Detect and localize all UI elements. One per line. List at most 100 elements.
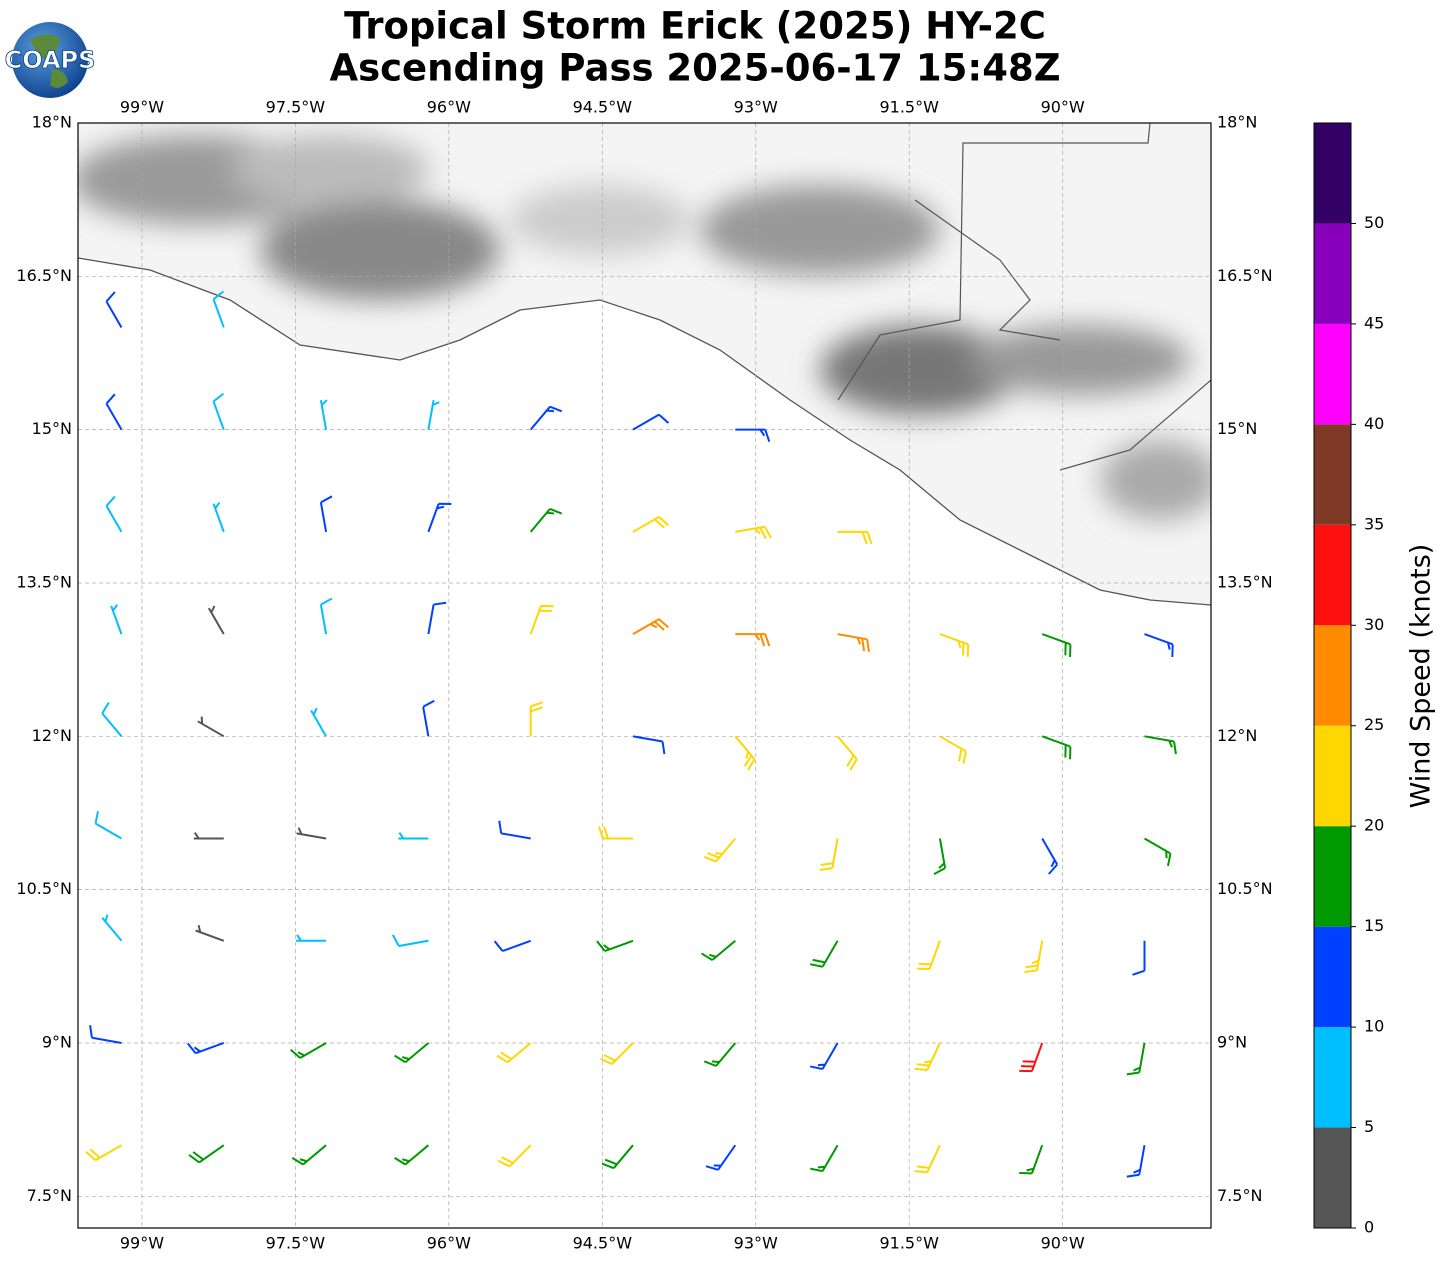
colorbar-segment xyxy=(1314,826,1351,927)
wind-barb xyxy=(105,393,123,431)
y-tick-label: 7.5°N xyxy=(27,1186,72,1205)
colorbar-segment xyxy=(1314,424,1351,525)
logo-land xyxy=(30,34,68,88)
wind-barb xyxy=(735,428,771,442)
colorbar-segment xyxy=(1314,524,1351,626)
wind-barb xyxy=(819,838,839,871)
wind-barb xyxy=(105,495,123,533)
wind-barb xyxy=(427,502,452,533)
wind-barb xyxy=(1041,633,1072,658)
colorbar-tick-label: 35 xyxy=(1364,514,1384,533)
wind-barb xyxy=(422,699,435,737)
x-tick-label: 97.5°W xyxy=(266,98,326,117)
wind-barb xyxy=(94,810,122,840)
wind-barb xyxy=(810,1042,839,1070)
wind-barb xyxy=(632,618,670,635)
wind-barb xyxy=(498,820,531,840)
wind-barb xyxy=(105,291,123,328)
wind-barb xyxy=(734,735,756,771)
wind-barb xyxy=(810,940,839,968)
wind-barb xyxy=(310,707,327,737)
colorbar-segment xyxy=(1314,625,1351,726)
wind-barb xyxy=(529,507,563,533)
colorbar-segment xyxy=(1314,926,1351,1028)
x-tick-label: 91.5°W xyxy=(879,1234,939,1253)
basemap xyxy=(78,123,1211,1228)
x-tick-label: 94.5°W xyxy=(573,98,633,117)
wind-barb xyxy=(110,604,123,635)
wind-barb xyxy=(529,701,544,737)
colorbar-tick-label: 5 xyxy=(1364,1117,1374,1136)
wind-barb xyxy=(1126,1145,1146,1178)
wind-barb xyxy=(296,934,327,942)
wind-barb xyxy=(939,735,967,764)
ticks: 99°W 99°W 97.5°W 97.5°W 96°W 96°W 94.5°W 94.5°W… xyxy=(16,98,1272,1253)
wind-barb xyxy=(319,399,328,430)
wind-barb xyxy=(598,826,633,840)
y-tick-label: 16.5°N xyxy=(1217,266,1273,285)
chart-title: Tropical Storm Erick (2025) HY-2C xyxy=(344,5,1046,48)
colorbar-tick-label: 20 xyxy=(1364,816,1384,835)
wind-barb xyxy=(291,1144,327,1166)
wind-barb xyxy=(289,1042,327,1059)
wind-barb xyxy=(398,831,429,840)
colorbar-label: Wind Speed (knots) xyxy=(1406,544,1437,809)
wind-barb xyxy=(195,924,225,942)
wind-barb xyxy=(632,516,670,533)
colorbar: 0 5 10 15 20 25 30 35 40 45 50 xyxy=(1313,122,1384,1237)
wind-barb xyxy=(837,633,870,652)
wind-barb xyxy=(212,290,225,328)
y-tick-label: 7.5°N xyxy=(1217,1186,1262,1205)
wind-barb xyxy=(933,838,947,875)
y-tick-label: 16.5°N xyxy=(16,266,72,285)
y-tick-label: 9°N xyxy=(1217,1032,1247,1051)
colorbar-tick-label: 0 xyxy=(1364,1218,1374,1237)
wind-barb xyxy=(703,1042,737,1067)
wind-barb xyxy=(836,735,858,771)
wind-barb xyxy=(101,702,123,737)
x-tick-label: 91.5°W xyxy=(879,98,939,117)
wind-barb xyxy=(391,934,429,947)
wind-barb xyxy=(85,1144,122,1162)
x-tick-label: 96°W xyxy=(427,98,471,117)
wind-barb xyxy=(1126,1042,1146,1076)
logo-text: COAPS xyxy=(5,46,96,74)
chart-subtitle: Ascending Pass 2025-06-17 15:48Z xyxy=(329,47,1060,90)
wind-barb xyxy=(939,633,970,658)
wind-barb xyxy=(212,501,225,533)
wind-barb xyxy=(1144,735,1177,755)
y-tick-label: 10.5°N xyxy=(16,879,72,898)
wind-barb xyxy=(600,1042,634,1066)
wind-barb xyxy=(496,1042,532,1064)
wind-barb xyxy=(186,1042,225,1055)
wind-barbs xyxy=(85,290,1177,1178)
x-tick-label: 94.5°W xyxy=(573,1234,633,1253)
wind-barb xyxy=(188,1144,225,1164)
colorbar-segment xyxy=(1314,123,1351,224)
wind-barb xyxy=(296,827,327,840)
y-tick-label: 13.5°N xyxy=(16,572,72,591)
colorbar-frame xyxy=(1313,122,1352,1229)
x-tick-label: 90°W xyxy=(1041,98,1085,117)
wind-barb xyxy=(1041,838,1059,875)
wind-barb xyxy=(1132,940,1146,976)
map-frame xyxy=(77,122,1212,1229)
colorbar-tick-label: 40 xyxy=(1364,414,1384,433)
colorbar-segment xyxy=(1314,1127,1351,1228)
coastline xyxy=(78,257,1211,606)
wind-barb xyxy=(1041,735,1072,760)
wind-barb xyxy=(1024,940,1044,974)
wind-barb xyxy=(427,399,440,430)
wind-barb xyxy=(837,530,873,545)
wind-barb xyxy=(207,605,225,635)
y-tick-label: 18°N xyxy=(1217,113,1257,132)
wind-barb xyxy=(394,1144,430,1166)
colorbar-tick-label: 30 xyxy=(1364,615,1384,634)
wind-barb xyxy=(197,716,225,738)
wind-barb xyxy=(193,831,224,840)
graticule xyxy=(78,122,1211,1228)
wind-barb xyxy=(914,1144,941,1174)
wind-barb xyxy=(529,604,554,635)
wind-barb xyxy=(916,940,941,970)
y-tick-label: 10.5°N xyxy=(1217,879,1273,898)
